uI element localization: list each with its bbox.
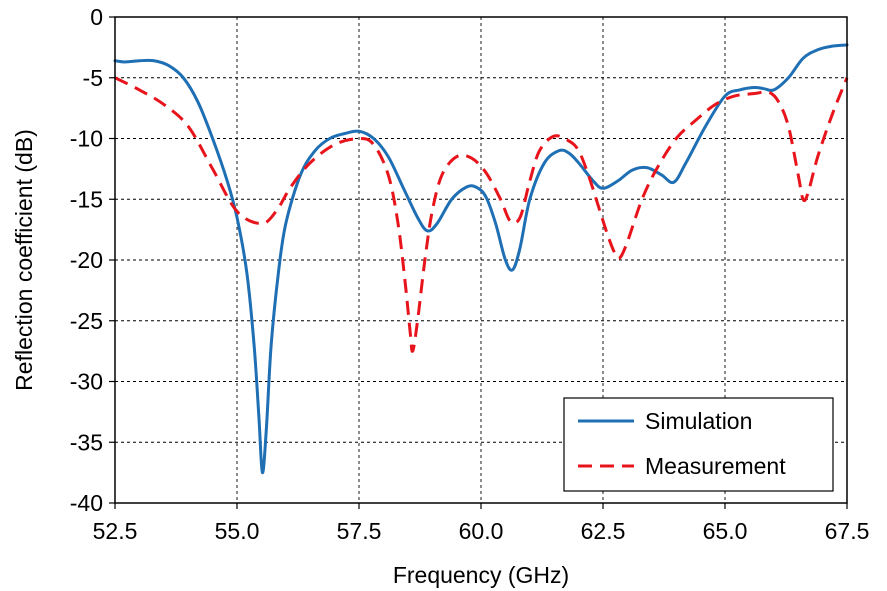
- series-line-measurement: [114, 76, 849, 353]
- x-tick-label: 62.5: [581, 518, 626, 544]
- y-tick-label: -20: [70, 247, 103, 273]
- legend: Simulation Measurement: [563, 397, 834, 492]
- legend-label-measurement: Measurement: [645, 453, 786, 479]
- legend-label-simulation: Simulation: [645, 408, 752, 434]
- x-tick-label: 52.5: [93, 518, 138, 544]
- y-tick-label: -30: [70, 369, 103, 395]
- y-tick-label: -40: [70, 490, 103, 516]
- tick-marks: [109, 16, 848, 509]
- grid-lines: [115, 17, 847, 503]
- legend-box: [563, 397, 834, 492]
- x-tick-label: 57.5: [337, 518, 382, 544]
- x-axis-title: Frequency (GHz): [393, 562, 569, 588]
- y-tick-label: -25: [70, 308, 103, 334]
- x-tick-labels: 52.5 55.0 57.5 60.0 62.5 65.0 67.5: [93, 518, 870, 544]
- x-tick-label: 67.5: [825, 518, 870, 544]
- y-tick-label: -5: [83, 65, 103, 91]
- y-axis-title: Reflection coefficient (dB): [11, 129, 37, 391]
- y-tick-label: -35: [70, 429, 103, 455]
- x-tick-label: 60.0: [459, 518, 504, 544]
- y-tick-label: 0: [90, 4, 103, 30]
- x-tick-label: 55.0: [215, 518, 260, 544]
- series-layer: [113, 43, 849, 475]
- y-tick-label: -15: [70, 186, 103, 212]
- y-tick-label: -10: [70, 126, 103, 152]
- y-tick-labels: 0 -5 -10 -15 -20 -25 -30 -35 -40: [70, 4, 103, 516]
- series-line-simulation: [113, 43, 849, 475]
- x-tick-label: 65.0: [703, 518, 748, 544]
